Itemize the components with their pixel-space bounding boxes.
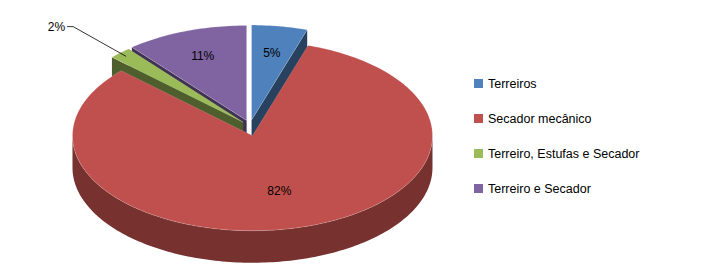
legend-label: Terreiro e Secador xyxy=(488,182,591,196)
legend-label: Terreiro, Estufas e Secador xyxy=(488,147,639,161)
legend-swatch xyxy=(474,114,483,123)
legend-swatch xyxy=(474,184,483,193)
legend-label: Secador mecânico xyxy=(488,112,592,126)
data-label: 5% xyxy=(263,46,281,60)
data-label: 11% xyxy=(191,49,214,63)
pie xyxy=(72,25,432,263)
legend-swatch xyxy=(474,79,483,88)
legend-label: Terreiros xyxy=(488,77,537,91)
leader-line xyxy=(67,27,126,57)
legend: Terreiros Secador mecânico Terreiro, Estuf… xyxy=(474,77,639,196)
slice-top xyxy=(72,45,432,230)
data-label: 82% xyxy=(267,184,291,198)
data-label: 2% xyxy=(48,20,66,34)
slice xyxy=(72,45,432,262)
chart: 5%82%2%11%TerreirosSecador mecânicoTerre… xyxy=(0,0,703,275)
legend-swatch xyxy=(474,149,483,158)
